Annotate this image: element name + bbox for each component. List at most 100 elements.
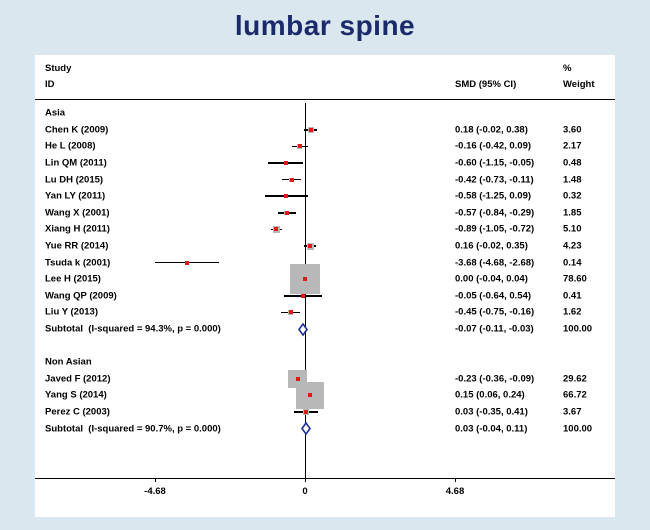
study-label: Yang S (2014) (45, 389, 107, 401)
smd-ci-value: 0.03 (-0.35, 0.41) (455, 406, 528, 418)
weight-value: 100.00 (563, 423, 593, 435)
point-estimate (289, 177, 294, 182)
forest-row-study: Yan LY (2011) -0.58 (-1.25, 0.09) 0.32 (35, 188, 615, 205)
study-label: Javed F (2012) (45, 373, 111, 385)
forest-row-study: Wang QP (2009) -0.05 (-0.64, 0.54) 0.41 (35, 288, 615, 305)
point-estimate (301, 293, 306, 298)
study-label: Perez C (2003) (45, 406, 110, 418)
smd-ci-value: -0.89 (-1.05, -0.72) (455, 223, 535, 235)
forest-row-study: Javed F (2012) -0.23 (-0.36, -0.09) 29.62 (35, 369, 615, 389)
study-label: He L (2008) (45, 140, 96, 152)
smd-ci-value: -0.23 (-0.36, -0.09) (455, 373, 535, 385)
forest-row-sub: Subtotal (I-squared = 90.7%, p = 0.000) 0… (35, 420, 615, 437)
col-header-study: Study (45, 63, 72, 74)
point-estimate (297, 144, 302, 149)
x-tick-label-zero: 0 (302, 486, 308, 497)
point-estimate (308, 244, 313, 249)
forest-row-sub: Subtotal (I-squared = 94.3%, p = 0.000) -… (35, 321, 615, 338)
study-label: Lee H (2015) (45, 273, 101, 285)
study-label: Wang X (2001) (45, 207, 110, 219)
x-tick-minus (155, 478, 156, 482)
weight-value: 78.60 (563, 273, 587, 285)
study-label: Tsuda k (2001) (45, 257, 111, 269)
weight-value: 0.48 (563, 157, 582, 169)
study-label: Chen K (2009) (45, 124, 109, 136)
point-estimate (303, 409, 308, 414)
subtotal-label: Subtotal (I-squared = 94.3%, p = 0.000) (45, 323, 221, 335)
subtotal-label: Subtotal (I-squared = 90.7%, p = 0.000) (45, 423, 221, 435)
weight-value: 0.41 (563, 290, 582, 302)
forest-row-study: Lee H (2015) 0.00 (-0.04, 0.04) 78.60 (35, 264, 615, 295)
x-tick-plus (455, 478, 456, 482)
smd-ci-value: -0.60 (-1.15, -0.05) (455, 157, 535, 169)
page-title: lumbar spine (234, 10, 416, 41)
weight-value: 29.62 (563, 373, 587, 385)
forest-row-study: Liu Y (2013) -0.45 (-0.75, -0.16) 1.62 (35, 304, 615, 321)
point-estimate (308, 127, 313, 132)
study-label: Lin QM (2011) (45, 157, 107, 169)
weight-value: 1.48 (563, 174, 582, 186)
forest-row-study: Yue RR (2014) 0.16 (-0.02, 0.35) 4.23 (35, 238, 615, 255)
weight-value: 2.17 (563, 140, 582, 152)
forest-row-study: Tsuda k (2001) -3.68 (-4.68, -2.68) 0.14 (35, 254, 615, 271)
col-header-id: ID (45, 79, 55, 90)
weight-value: 0.14 (563, 257, 582, 269)
rows-container: Asia Chen K (2009) 0.18 (-0.02, 0.38) 3.60 H… (35, 105, 615, 437)
subtotal-diamond (297, 322, 308, 336)
forest-row-group: Non Asian (35, 354, 615, 371)
study-label: Xiang H (2011) (45, 223, 110, 235)
smd-ci-value: -0.07 (-0.11, -0.03) (455, 323, 534, 335)
x-tick-label-plus: 4.68 (445, 486, 465, 497)
smd-ci-value: 0.15 (0.06, 0.24) (455, 389, 525, 401)
point-estimate (185, 260, 190, 265)
smd-ci-value: -0.58 (-1.25, 0.09) (455, 190, 532, 202)
smd-ci-value: -0.42 (-0.73, -0.11) (455, 174, 534, 186)
forest-row-study: He L (2008) -0.16 (-0.42, 0.09) 2.17 (35, 138, 615, 155)
smd-ci-value: 0.16 (-0.02, 0.35) (455, 240, 528, 252)
weight-value: 4.23 (563, 240, 582, 252)
point-estimate (284, 194, 289, 199)
study-label: Wang QP (2009) (45, 290, 117, 302)
smd-ci-value: -0.16 (-0.42, 0.09) (455, 140, 532, 152)
x-axis-line (35, 478, 615, 479)
point-estimate (288, 310, 293, 315)
point-estimate (283, 161, 288, 166)
point-estimate (303, 277, 307, 282)
study-label: Yue RR (2014) (45, 240, 109, 252)
forest-row-study: Chen K (2009) 0.18 (-0.02, 0.38) 3.60 (35, 122, 615, 139)
smd-ci-value: 0.00 (-0.04, 0.04) (455, 273, 528, 285)
x-tick-label-minus: -4.68 (144, 486, 166, 497)
point-estimate (284, 210, 289, 215)
header-divider (35, 99, 615, 100)
study-label: Lu DH (2015) (45, 174, 104, 186)
point-estimate (307, 393, 312, 398)
weight-value: 1.85 (563, 207, 582, 219)
smd-ci-value: -0.45 (-0.75, -0.16) (455, 306, 535, 318)
col-header-weight: Weight (563, 79, 595, 90)
study-label: Liu Y (2013) (45, 306, 98, 318)
forest-row-study: Wang X (2001) -0.57 (-0.84, -0.29) 1.85 (35, 205, 615, 222)
subtotal-diamond (300, 421, 311, 436)
forest-row-study: Xiang H (2011) -0.89 (-1.05, -0.72) 5.10 (35, 221, 615, 238)
forest-row-study: Lin QM (2011) -0.60 (-1.15, -0.05) 0.48 (35, 155, 615, 172)
weight-value: 3.67 (563, 406, 582, 418)
weight-value: 1.62 (563, 306, 582, 318)
plot-panel: Study ID % SMD (95% CI) Weight Asia Chen … (35, 55, 615, 517)
forest-row-study: Yang S (2014) 0.15 (0.06, 0.24) 66.72 (35, 381, 615, 410)
smd-ci-value: 0.18 (-0.02, 0.38) (455, 124, 528, 136)
point-estimate (274, 227, 279, 232)
weight-value: 5.10 (563, 223, 582, 235)
group-label: Non Asian (45, 356, 92, 368)
study-label: Yan LY (2011) (45, 190, 106, 202)
weight-value: 0.32 (563, 190, 582, 202)
weight-value: 66.72 (563, 389, 587, 401)
group-label: Asia (45, 107, 66, 119)
forest-row-study: Perez C (2003) 0.03 (-0.35, 0.41) 3.67 (35, 404, 615, 421)
smd-ci-value: -0.57 (-0.84, -0.29) (455, 207, 535, 219)
smd-ci-value: 0.03 (-0.04, 0.11) (455, 423, 528, 435)
forest-row-blank (35, 337, 615, 354)
col-header-smd: SMD (95% CI) (455, 79, 517, 90)
x-tick-zero (305, 478, 306, 482)
weight-value: 100.00 (563, 323, 593, 335)
